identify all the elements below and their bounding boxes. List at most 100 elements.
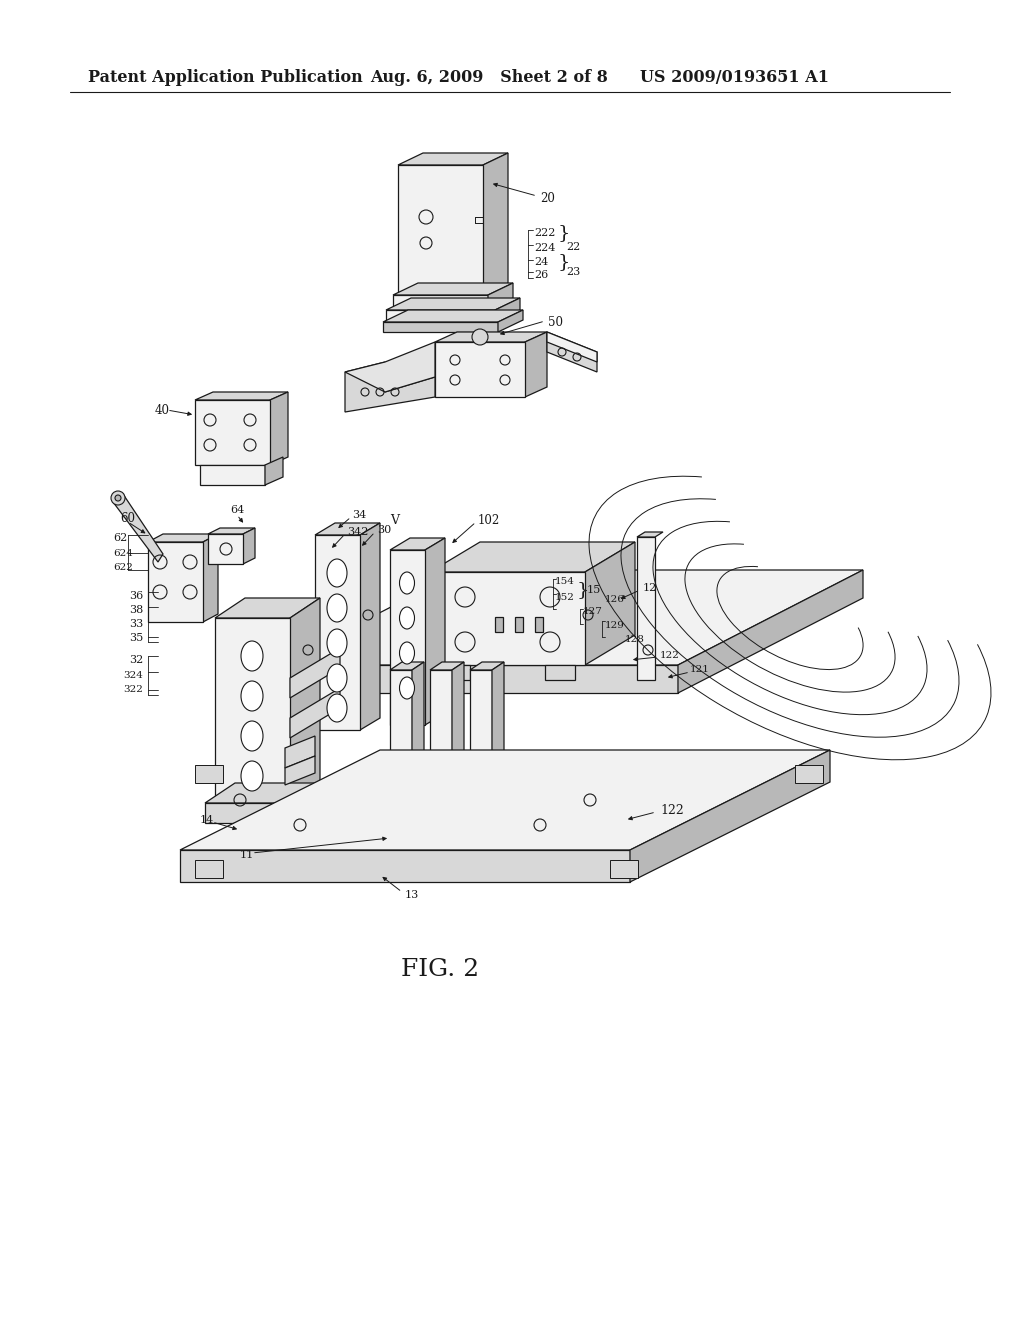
Polygon shape [398, 165, 483, 294]
Text: 342: 342 [347, 527, 369, 537]
Polygon shape [630, 750, 830, 882]
Text: US 2009/0193651 A1: US 2009/0193651 A1 [640, 70, 829, 87]
Polygon shape [535, 616, 543, 632]
Polygon shape [315, 535, 360, 730]
Text: 12: 12 [643, 583, 657, 593]
Polygon shape [195, 766, 223, 783]
Polygon shape [383, 310, 523, 322]
Polygon shape [495, 616, 503, 632]
Text: 128: 128 [625, 635, 645, 644]
Text: 40: 40 [155, 404, 170, 417]
Text: 60: 60 [120, 511, 135, 524]
Polygon shape [215, 598, 319, 618]
Polygon shape [390, 539, 445, 550]
Text: V: V [390, 513, 399, 527]
Polygon shape [265, 457, 283, 484]
Polygon shape [195, 861, 223, 878]
Polygon shape [483, 153, 508, 294]
Text: 126: 126 [605, 595, 625, 605]
Ellipse shape [327, 664, 347, 692]
Polygon shape [148, 535, 218, 543]
Text: 11: 11 [240, 850, 254, 861]
Polygon shape [345, 362, 435, 412]
Text: }: } [558, 224, 570, 242]
Text: 122: 122 [660, 804, 684, 817]
Polygon shape [285, 756, 315, 785]
Text: 322: 322 [123, 685, 143, 694]
Polygon shape [203, 535, 218, 622]
Polygon shape [430, 663, 464, 671]
Text: }: } [577, 581, 590, 599]
Text: 34: 34 [352, 510, 367, 520]
Polygon shape [285, 737, 315, 768]
Polygon shape [412, 663, 424, 830]
Polygon shape [390, 663, 424, 671]
Polygon shape [300, 783, 330, 822]
Polygon shape [440, 665, 470, 680]
Polygon shape [430, 543, 635, 572]
Polygon shape [200, 465, 265, 484]
Polygon shape [290, 598, 319, 803]
Polygon shape [547, 333, 597, 372]
Ellipse shape [241, 762, 263, 791]
Polygon shape [205, 803, 300, 822]
Polygon shape [585, 543, 635, 665]
Polygon shape [425, 539, 445, 725]
Polygon shape [290, 688, 340, 738]
Polygon shape [393, 282, 513, 294]
Text: 35: 35 [129, 634, 143, 643]
Text: 23: 23 [566, 267, 581, 277]
Text: 32: 32 [129, 655, 143, 665]
Polygon shape [470, 671, 492, 830]
Text: 33: 33 [129, 619, 143, 630]
Text: 36: 36 [129, 591, 143, 601]
Polygon shape [148, 543, 203, 622]
Ellipse shape [327, 694, 347, 722]
Text: 624: 624 [113, 549, 133, 557]
Circle shape [111, 491, 125, 506]
Text: 50: 50 [548, 317, 563, 330]
Polygon shape [278, 570, 863, 665]
Polygon shape [345, 342, 435, 392]
Text: 15: 15 [587, 585, 601, 595]
Polygon shape [515, 616, 523, 632]
Polygon shape [195, 400, 270, 465]
Polygon shape [113, 494, 163, 562]
Polygon shape [243, 528, 255, 564]
Polygon shape [180, 850, 630, 882]
Text: 30: 30 [377, 525, 391, 535]
Text: 64: 64 [230, 506, 245, 515]
Text: 129: 129 [605, 620, 625, 630]
Polygon shape [498, 310, 523, 333]
Polygon shape [495, 298, 520, 322]
Text: 121: 121 [690, 665, 710, 675]
Text: 38: 38 [129, 605, 143, 615]
Ellipse shape [399, 572, 415, 594]
Text: 14: 14 [200, 814, 214, 825]
Text: 102: 102 [478, 513, 501, 527]
Polygon shape [270, 392, 288, 465]
Polygon shape [390, 671, 412, 830]
Ellipse shape [399, 642, 415, 664]
Polygon shape [208, 528, 255, 535]
Ellipse shape [241, 721, 263, 751]
Text: }: } [558, 253, 570, 271]
Polygon shape [678, 570, 863, 693]
Polygon shape [386, 310, 495, 322]
Polygon shape [383, 322, 498, 333]
Polygon shape [208, 535, 243, 564]
Ellipse shape [241, 642, 263, 671]
Polygon shape [435, 333, 547, 342]
Text: 22: 22 [566, 242, 581, 252]
Polygon shape [470, 663, 504, 671]
Text: 622: 622 [113, 562, 133, 572]
Circle shape [115, 495, 121, 502]
Text: 154: 154 [555, 578, 574, 586]
Ellipse shape [327, 594, 347, 622]
Ellipse shape [327, 558, 347, 587]
Text: 13: 13 [406, 890, 419, 900]
Polygon shape [610, 861, 638, 878]
Polygon shape [637, 532, 663, 537]
Ellipse shape [241, 681, 263, 711]
Polygon shape [393, 294, 488, 310]
